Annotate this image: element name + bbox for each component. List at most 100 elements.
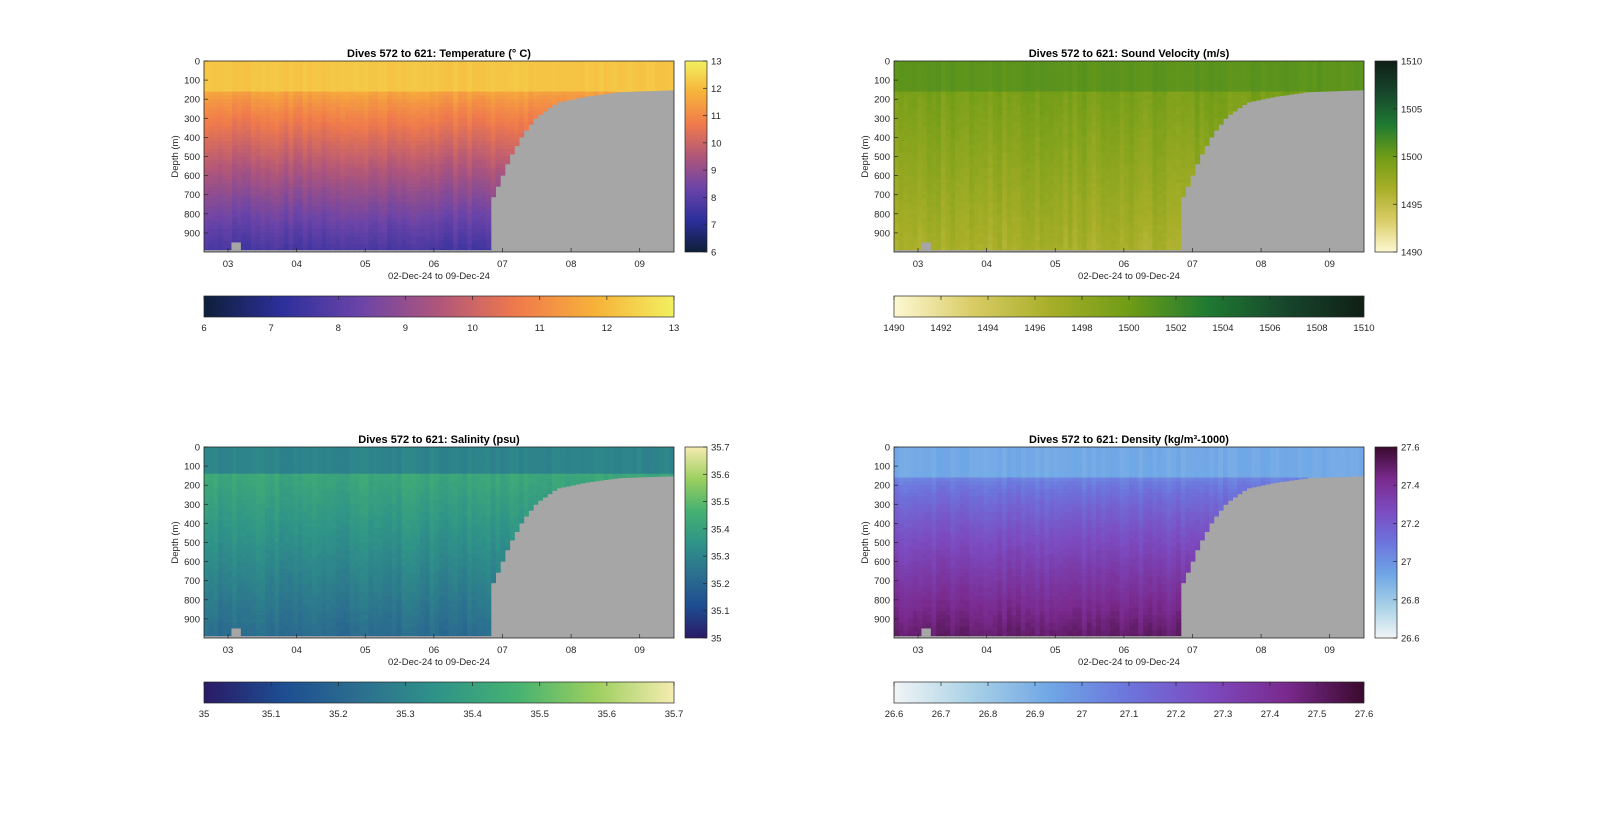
heatmap-cell [448, 206, 454, 211]
heatmap-cell [467, 209, 473, 215]
heatmap-cell [669, 64, 674, 70]
heatmap-cell [453, 221, 459, 226]
heatmap-cell [612, 80, 619, 85]
heatmap-cell [894, 87, 900, 93]
heatmap-cell [898, 206, 904, 211]
heatmap-cell [894, 91, 900, 96]
heatmap-cell [443, 183, 449, 188]
heatmap-cell [265, 76, 271, 81]
heatmap-cell [269, 125, 276, 131]
heatmap-cell [359, 175, 365, 181]
heatmap-cell [476, 133, 482, 138]
heatmap-cell [518, 80, 525, 85]
heatmap-cell [908, 110, 914, 116]
heatmap-cell [236, 76, 243, 81]
heatmap-cell [330, 175, 337, 181]
heatmap-cell [903, 221, 909, 226]
heatmap-cell [213, 179, 219, 184]
heatmap-cell [354, 240, 360, 245]
heatmap-cell [424, 232, 431, 238]
heatmap-cell [471, 91, 478, 96]
heatmap-cell [992, 91, 998, 96]
heatmap-cell [467, 202, 473, 207]
heatmap-cell [274, 160, 280, 165]
heatmap-cell [265, 183, 271, 188]
heatmap-cell [213, 118, 219, 123]
heatmap-cell [509, 103, 515, 108]
heatmap-cell [349, 217, 355, 223]
heatmap-cell [476, 167, 482, 173]
heatmap-cell [645, 72, 652, 77]
heatmap-cell [246, 61, 252, 66]
heatmap-cell [964, 164, 970, 169]
heatmap-cell [429, 133, 435, 138]
heatmap-cell [392, 244, 398, 249]
heatmap-cell [945, 61, 951, 66]
heatmap-cell [992, 221, 998, 226]
heatmap-cell [584, 68, 590, 74]
heatmap-cell [997, 83, 1003, 89]
heatmap-cell [326, 236, 332, 242]
heatmap-cell [288, 213, 294, 219]
heatmap-cell [941, 221, 947, 226]
heatmap-cell [983, 236, 989, 242]
heatmap-cell [959, 129, 966, 135]
heatmap-cell [255, 114, 261, 119]
heatmap-cell [481, 167, 487, 173]
heatmap-cell [570, 76, 576, 81]
heatmap-cell [307, 87, 313, 93]
no-data-strip [392, 250, 398, 252]
heatmap-cell [471, 137, 478, 142]
heatmap-cell [232, 122, 238, 127]
heatmap-cell [288, 148, 294, 154]
heatmap-cell [936, 114, 942, 119]
heatmap-cell [307, 206, 313, 211]
heatmap-cell [1006, 194, 1013, 200]
heatmap-cell [945, 110, 951, 116]
heatmap-cell [241, 83, 247, 89]
heatmap-cell [992, 133, 998, 138]
heatmap-cell [641, 61, 647, 66]
heatmap-cell [406, 171, 412, 177]
no-data-strip [321, 250, 327, 252]
heatmap-cell [565, 80, 572, 85]
heatmap-cell [316, 106, 323, 112]
heatmap-cell [443, 145, 449, 150]
heatmap-cell [439, 80, 445, 85]
heatmap-cell [908, 236, 914, 242]
heatmap-cell [912, 72, 919, 77]
heatmap-cell [983, 190, 989, 196]
heatmap-cell [936, 152, 942, 158]
heatmap-cell [359, 198, 365, 203]
heatmap-cell [410, 240, 417, 245]
heatmap-cell [424, 122, 431, 127]
heatmap-cell [898, 225, 904, 230]
heatmap-cell [424, 129, 431, 135]
heatmap-cell [988, 179, 994, 184]
heatmap-cell [255, 160, 261, 165]
heatmap-cell [898, 244, 904, 249]
heatmap-cell [945, 95, 951, 100]
heatmap-cell [269, 194, 276, 200]
heatmap-cell [523, 76, 529, 81]
heatmap-cell [260, 103, 266, 108]
heatmap-cell [354, 221, 360, 226]
no-data-strip [936, 250, 942, 252]
heatmap-cell [373, 103, 379, 108]
heatmap-cell [945, 232, 951, 238]
heatmap-cell [429, 160, 435, 165]
heatmap-cell [420, 187, 426, 192]
heatmap-cell [298, 99, 304, 104]
heatmap-cell [265, 106, 271, 112]
heatmap-cell [476, 202, 482, 207]
heatmap-cell [246, 187, 252, 192]
heatmap-cell [204, 91, 210, 96]
heatmap-cell [457, 206, 464, 211]
heatmap-cell [312, 187, 318, 192]
heatmap-cell [401, 232, 407, 238]
heatmap-cell [908, 106, 914, 112]
heatmap-cell [260, 99, 266, 104]
heatmap-cell [664, 64, 670, 70]
heatmap-cell [481, 114, 487, 119]
heatmap-cell [622, 64, 628, 70]
